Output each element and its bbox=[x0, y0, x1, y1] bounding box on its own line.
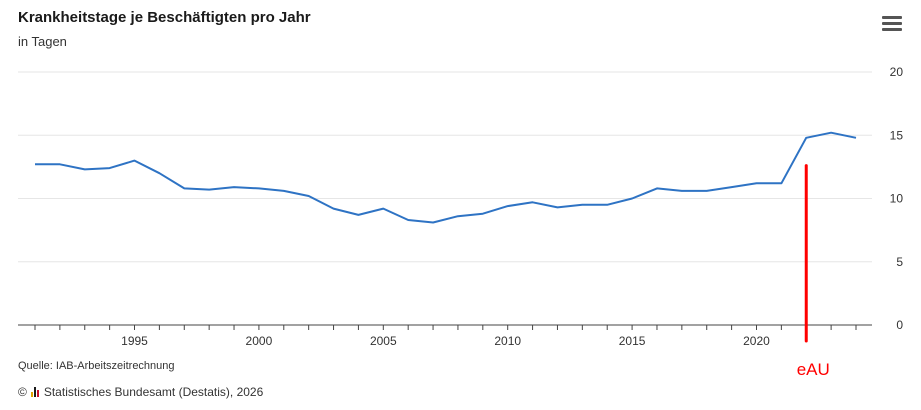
data-point bbox=[854, 135, 859, 140]
data-point bbox=[33, 162, 38, 167]
series-line bbox=[33, 130, 859, 225]
y-tick-label: 0 bbox=[896, 318, 903, 332]
hamburger-menu-icon[interactable] bbox=[882, 16, 902, 32]
data-point bbox=[804, 135, 809, 140]
data-point bbox=[182, 186, 187, 191]
data-point bbox=[555, 205, 560, 210]
copyright-text: Statistisches Bundesamt (Destatis), 2026 bbox=[43, 385, 264, 399]
x-axis: 1995 2000 2005 2010 2015 2020 bbox=[18, 324, 872, 348]
y-tick-label: 5 bbox=[896, 255, 903, 269]
y-axis-tick-labels: 0 5 10 15 20 bbox=[890, 65, 904, 332]
y-tick-label: 20 bbox=[890, 65, 904, 79]
data-point bbox=[630, 196, 635, 201]
data-point bbox=[207, 187, 212, 192]
data-point bbox=[455, 214, 460, 219]
menu-bar bbox=[882, 28, 902, 31]
menu-bar bbox=[882, 22, 902, 25]
destatis-logo-icon bbox=[30, 387, 40, 397]
data-point bbox=[605, 202, 610, 207]
copyright-symbol: © bbox=[18, 385, 27, 399]
y-tick-label: 10 bbox=[890, 192, 904, 206]
data-point bbox=[256, 186, 261, 191]
data-point bbox=[331, 206, 336, 211]
data-point bbox=[157, 171, 162, 176]
x-tick-label: 2000 bbox=[246, 334, 273, 348]
data-point bbox=[679, 188, 684, 193]
data-point bbox=[381, 206, 386, 211]
data-point bbox=[356, 212, 361, 217]
x-tick-label: 2015 bbox=[619, 334, 646, 348]
chart-subtitle: in Tagen bbox=[18, 34, 67, 49]
menu-bar bbox=[882, 16, 902, 19]
data-point bbox=[729, 185, 734, 190]
eau-annotation: eAU bbox=[797, 163, 830, 379]
data-point bbox=[107, 166, 112, 171]
annotation-label: eAU bbox=[797, 360, 830, 379]
data-point bbox=[232, 185, 237, 190]
data-point bbox=[57, 162, 62, 167]
series-path bbox=[35, 131, 857, 224]
data-point bbox=[82, 167, 87, 172]
x-tick-label: 2010 bbox=[494, 334, 521, 348]
data-point bbox=[530, 200, 535, 205]
data-point bbox=[754, 181, 759, 186]
data-point bbox=[132, 158, 137, 163]
data-point bbox=[431, 220, 436, 225]
data-point bbox=[829, 130, 834, 135]
data-point bbox=[306, 193, 311, 198]
x-tick-label: 1995 bbox=[121, 334, 148, 348]
data-point bbox=[406, 218, 411, 223]
data-point bbox=[779, 181, 784, 186]
x-tick-label: 2005 bbox=[370, 334, 397, 348]
data-point bbox=[654, 186, 659, 191]
chart-title: Krankheitstage je Beschäftigten pro Jahr bbox=[18, 9, 311, 26]
data-point bbox=[281, 188, 286, 193]
copyright-line: © Statistisches Bundesamt (Destatis), 20… bbox=[18, 385, 263, 399]
data-point bbox=[704, 188, 709, 193]
data-point bbox=[480, 211, 485, 216]
x-tick-label: 2020 bbox=[743, 334, 770, 348]
data-point bbox=[580, 202, 585, 207]
y-tick-label: 15 bbox=[890, 128, 904, 142]
y-gridlines bbox=[18, 71, 872, 263]
data-point bbox=[505, 204, 510, 209]
source-note: Quelle: IAB-Arbeitszeitrechnung bbox=[18, 360, 175, 372]
